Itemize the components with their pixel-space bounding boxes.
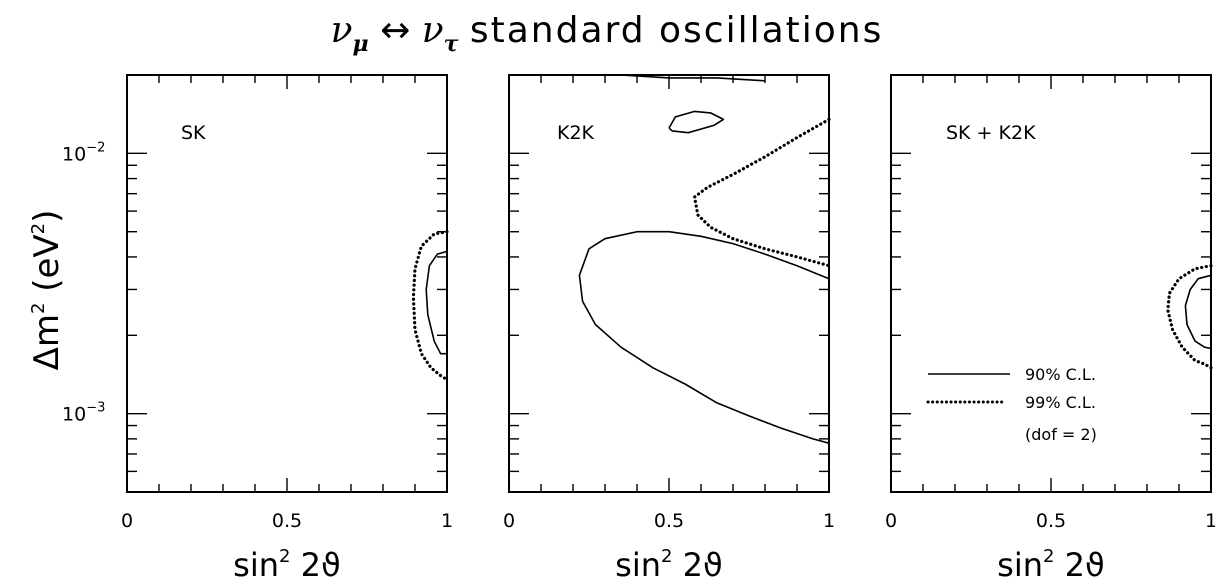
x-tick-label: 0.5: [272, 510, 302, 532]
tick-marks: [127, 74, 447, 493]
contour-90cl: [425, 250, 448, 355]
x-tick-label: 0: [503, 510, 515, 532]
contour-90cl: [620, 74, 766, 82]
ylabel-unit-sup: 2: [28, 223, 49, 234]
title-text: standard oscillations: [470, 10, 883, 51]
title-nu-mu: ν: [331, 10, 353, 51]
legend-note: (dof = 2): [1025, 425, 1097, 444]
contour-90cl: [1184, 274, 1212, 350]
title-sub-mu: μ: [353, 31, 369, 57]
xlabel-sin: sin: [233, 546, 279, 583]
x-axis-label: sin2 2ϑ: [233, 546, 341, 583]
x-tick-label: 0: [121, 510, 133, 532]
ylabel-sup: 2: [28, 303, 49, 314]
legend-dotted-label: 99% C.L.: [1025, 393, 1096, 412]
tick-marks: [509, 74, 829, 493]
y-tick-label: 10−2: [62, 140, 105, 165]
ylabel-unit-open: (eV: [27, 234, 67, 302]
x-axis-label: sin2 2ϑ: [615, 546, 723, 583]
title-nu-tau: ν: [422, 10, 444, 51]
x-axis-label: sin2 2ϑ: [997, 546, 1105, 583]
panel-frame: [126, 74, 448, 493]
contour-99cl: [692, 117, 831, 268]
xlabel-sup: 2: [279, 546, 290, 567]
ylabel-delta-m: Δm: [27, 314, 67, 370]
figure-title: νμ ↔ ντ standard oscillations: [331, 10, 884, 57]
tick-marks: [891, 74, 1211, 493]
contour-lines: [411, 230, 449, 382]
x-tick-label: 1: [823, 510, 835, 532]
xlabel-sin: sin: [997, 546, 1043, 583]
x-tick-labels: 0 0.5 1: [885, 510, 1215, 532]
x-tick-labels: 0 0.5 1: [121, 510, 453, 532]
x-tick-label: 0.5: [1036, 510, 1066, 532]
contour-lines: [1166, 264, 1213, 370]
panel-label: SK: [181, 122, 206, 144]
y-axis-label: Δm2 (eV2): [27, 210, 67, 371]
xlabel-arg: 2ϑ: [301, 546, 341, 583]
x-tick-labels: 0 0.5 1: [503, 510, 835, 532]
panel-sk-k2k: SK + K2K 0 0.5 1 sin2 2ϑ 90% C.L. 99% C.L.…: [885, 74, 1215, 583]
title-arrow: ↔: [380, 10, 410, 51]
panel-sk: SK 0 0.5 1 sin2 2ϑ: [121, 74, 453, 583]
panel-label: K2K: [557, 122, 595, 144]
y-tick-label: 10−3: [62, 401, 105, 426]
ylabel-unit-close: ): [27, 210, 67, 223]
y-tick-labels: 10−2 10−3: [62, 140, 105, 425]
legend-solid-label: 90% C.L.: [1025, 365, 1096, 384]
legend: 90% C.L. 99% C.L. (dof = 2): [926, 365, 1097, 444]
contour-99cl: [411, 230, 449, 382]
contour-90cl: [668, 110, 725, 134]
xlabel-arg: 2ϑ: [683, 546, 723, 583]
x-tick-label: 0: [885, 510, 897, 532]
panel-k2k: K2K 0 0.5 1 sin2 2ϑ: [503, 74, 835, 583]
x-tick-label: 1: [441, 510, 453, 532]
panel-label: SK + K2K: [946, 122, 1036, 144]
x-tick-label: 1: [1205, 510, 1215, 532]
contour-lines: [578, 74, 831, 444]
xlabel-arg: 2ϑ: [1065, 546, 1105, 583]
xlabel-sup: 2: [661, 546, 672, 567]
contour-90cl: [578, 230, 830, 444]
contour-99cl: [1166, 264, 1213, 370]
xlabel-sin: sin: [615, 546, 661, 583]
x-tick-label: 0.5: [654, 510, 684, 532]
xlabel-sup: 2: [1043, 546, 1054, 567]
title-sub-tau: τ: [444, 31, 459, 57]
